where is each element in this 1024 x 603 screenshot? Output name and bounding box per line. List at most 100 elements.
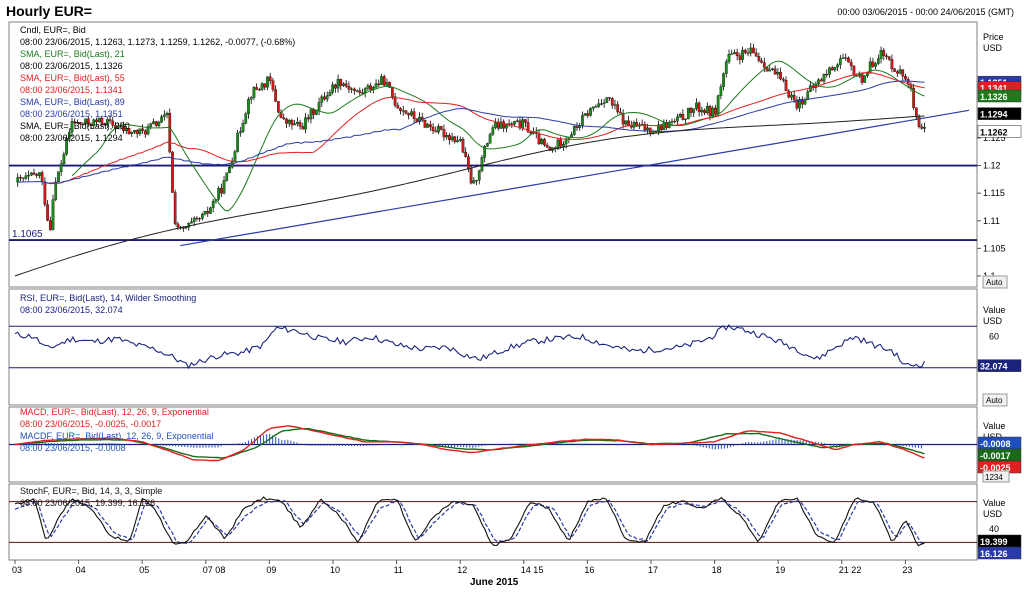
x-tick-label-14: 23 [902,565,912,575]
candle-down [290,120,294,126]
x-tick-label-7: 12 [457,565,467,575]
candle-up [719,86,723,96]
candle-down [434,130,438,133]
candle-up [828,67,831,75]
candle-down [306,117,310,120]
candle-down [738,55,742,60]
candle-down [800,99,804,105]
x-tick-label-12: 19 [775,565,785,575]
candle-down [890,59,894,70]
candle-down [135,130,139,134]
candle-down [431,126,435,132]
stoch-tick-label-0: 40 [989,524,999,534]
candle-down [885,55,888,57]
candle-up [203,211,207,215]
candle-down [141,128,144,131]
candle-up [724,61,728,74]
rsi-badge-0-box [977,359,1022,372]
candle-down [285,118,288,124]
candle-down [268,76,272,81]
candle-up [692,108,696,113]
candle-down [127,128,131,134]
candle-up [149,123,153,127]
candle-up [247,99,250,115]
candle-up [594,106,598,108]
candle-down [526,122,530,133]
candle-up [133,130,136,133]
candle-down [358,90,362,93]
rsi-panel [8,288,978,406]
candle-up [266,76,269,88]
candle-up [304,117,307,130]
stoch-badge-1: 16.126 [980,549,1008,559]
x-tick-label-13: 21 22 [839,565,862,575]
candle-up [838,58,842,65]
rsi-currency-label: USD [983,316,1003,326]
candle-up [771,68,774,70]
macd-scale-box [982,470,1010,483]
rsi-legend-0: RSI, EUR=, Bid(Last), 14, Wilder Smoothi… [20,293,196,303]
candle-down [502,121,506,129]
candle-up [817,79,820,85]
price-tick-label-2: 1.115 [983,188,1005,198]
macd-badge-1: -0.0017 [980,451,1011,461]
candle-down [548,147,552,151]
macd-legend-2: MACDF, EUR=, Bid(Last), 12, 26, 9, Expon… [20,431,213,441]
candle-down [627,120,630,126]
price-tick-label-0: 1.125 [983,133,1006,143]
candle-up [730,53,734,55]
candle-up [190,221,193,224]
candle-down [257,89,261,91]
price-auto-button-box [982,275,1008,289]
macd-signal-line [14,427,925,459]
candle-up [540,139,544,145]
candle-up [350,88,353,90]
candle-down [901,69,905,77]
price-badge-3: 1.1294 [980,110,1008,120]
candle-up [711,107,715,117]
candle-up [477,170,481,181]
rsi-auto-button: Auto [986,396,1003,405]
candle-up [192,217,196,222]
candle-up [822,74,826,82]
sma89-line [18,80,925,184]
x-tick-label-6: 11 [394,565,403,575]
candle-up [152,121,155,124]
candle-up [249,97,253,100]
candle-down [703,109,706,113]
candle-up [670,121,674,123]
candle-down [453,136,457,142]
candle-up [841,57,845,59]
candle-down [619,111,622,114]
candle-up [67,131,71,139]
macd-line [14,424,925,462]
macd-legend-0: MACD, EUR=, Bid(Last), 12, 26, 9, Expone… [20,407,209,417]
candle-down [43,181,47,205]
date-range: 00:00 03/06/2015 - 00:00 24/06/2015 (GMT… [837,7,1014,17]
candle-down [393,96,397,106]
price-unit-label: Price [983,32,1004,42]
candle-up [331,84,334,93]
x-month-label: June 2015 [470,577,519,588]
candle-down [762,62,766,68]
candle-down [339,79,343,86]
candle-up [562,143,565,147]
candle-up [686,107,690,120]
candle-up [336,79,340,89]
price-legend-2: SMA, EUR=, Bid(Last), 21 [20,49,125,59]
candle-up [597,103,601,107]
candle-up [138,128,142,134]
price-tick-label-3: 1.11 [983,216,1000,226]
candle-up [160,116,163,123]
candle-down [423,120,427,128]
candle-up [806,91,810,100]
stoch-panel [8,483,978,561]
candle-up [225,172,229,181]
candle-up [695,102,698,109]
candle-up [241,123,245,132]
candle-down [298,122,302,127]
candle-up [105,119,109,126]
x-tick-label-1: 04 [76,565,86,575]
candle-up [165,112,169,116]
candle-up [325,95,329,100]
